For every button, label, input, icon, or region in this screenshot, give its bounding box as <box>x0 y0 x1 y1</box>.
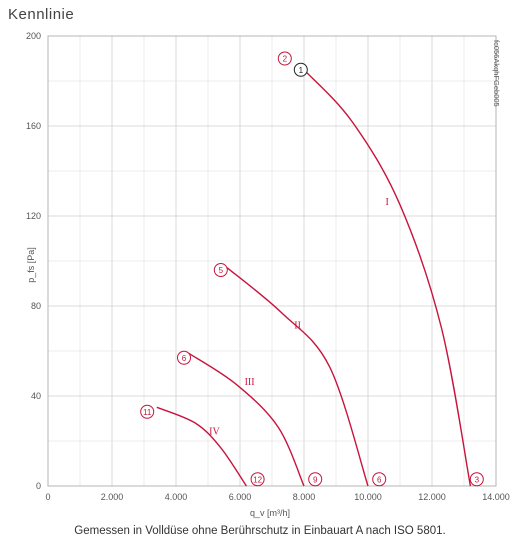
x-tick-label: 6.000 <box>229 492 252 502</box>
series-label-ii: II <box>294 321 301 332</box>
series-line-iv <box>156 406 247 487</box>
x-tick-label: 8.000 <box>293 492 316 502</box>
point-marker-label: 9 <box>313 475 318 484</box>
point-marker-label: 3 <box>475 475 480 484</box>
series-label-iv: IV <box>209 426 220 437</box>
y-tick-label: 160 <box>26 121 41 131</box>
y-tick-label: 120 <box>26 211 41 221</box>
point-marker-label: 12 <box>253 475 262 484</box>
chart-title: Kennlinie <box>8 6 75 23</box>
series-label-iii: III <box>245 377 255 388</box>
y-tick-label: 40 <box>31 391 41 401</box>
point-marker-label: 1 <box>299 66 304 75</box>
point-marker-circle <box>177 350 191 365</box>
point-marker-label: 5 <box>219 266 224 275</box>
x-tick-label: 2.000 <box>101 492 124 502</box>
y-axis-label: p_fs [Pa] <box>26 247 36 283</box>
plot-frame <box>47 35 497 487</box>
x-tick-label: 12.000 <box>418 492 446 502</box>
chart-caption: Gemessen in Volldüse ohne Berührschutz i… <box>74 525 446 537</box>
x-tick-label: 0 <box>45 492 50 502</box>
tick-labels: 0 2.000 4.000 6.000 8.000 10.000 12.000 14.000 0… <box>26 31 510 502</box>
point-marker-circle <box>277 51 292 66</box>
point-marker-circle <box>140 404 155 419</box>
fan-characteristic-chart: 0 2.000 4.000 6.000 8.000 10.000 12.000 14.000 0… <box>26 31 510 518</box>
point-marker-circle <box>469 472 484 487</box>
point-marker-circle <box>372 472 387 487</box>
series-label-i: I <box>386 197 389 208</box>
x-tick-label: 4.000 <box>165 492 188 502</box>
point-marker-circle <box>213 263 228 277</box>
point-marker-label: 2 <box>283 55 288 64</box>
axes <box>47 35 497 487</box>
y-tick-label: 80 <box>31 301 41 311</box>
point-marker-circle <box>250 472 265 487</box>
side-note: fc056AkqhFGeb005 <box>492 40 501 107</box>
series-line-i <box>303 69 472 487</box>
point-marker-label: 6 <box>182 354 187 363</box>
y-tick-label: 0 <box>36 481 41 491</box>
point-marker-label: 11 <box>143 408 152 417</box>
point-marker-circle <box>308 472 323 487</box>
x-tick-label: 14.000 <box>482 492 510 502</box>
series-line-iii <box>188 352 305 487</box>
point-marker-circle <box>293 62 308 77</box>
series-line-ii <box>226 267 369 487</box>
x-tick-label: 10.000 <box>354 492 382 502</box>
point-marker-label: 6 <box>377 475 382 484</box>
y-tick-label: 200 <box>26 31 41 41</box>
x-axis-label: q_v [m³/h] <box>250 508 290 518</box>
